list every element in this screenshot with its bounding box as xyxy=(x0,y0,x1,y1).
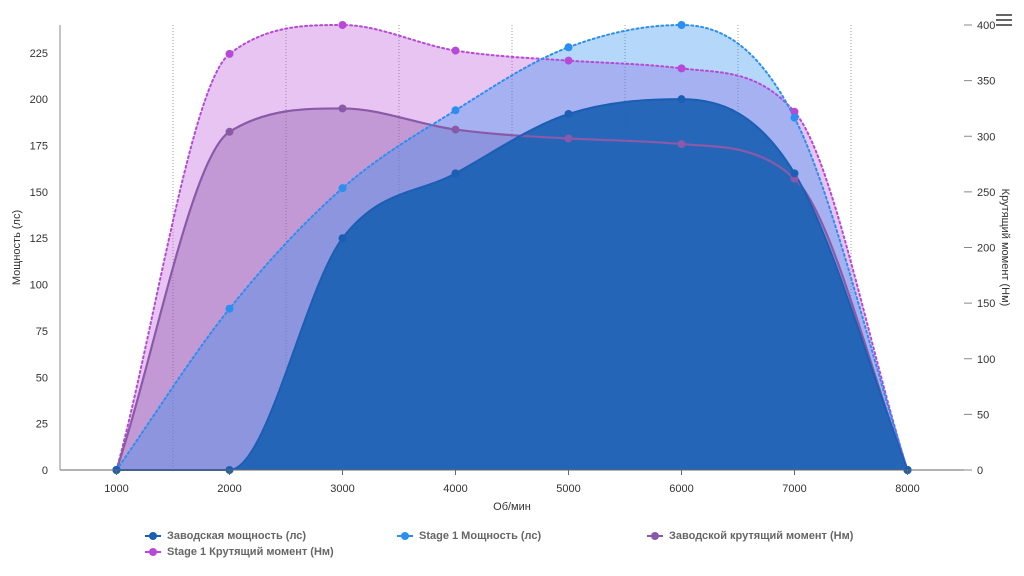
y-right-tick-label: 200 xyxy=(977,243,995,255)
data-point[interactable] xyxy=(338,184,347,193)
data-point[interactable] xyxy=(790,113,799,122)
x-tick-label: 2000 xyxy=(217,483,241,495)
series-area xyxy=(116,99,908,471)
y-right-tick-label: 0 xyxy=(977,465,983,477)
x-tick-label: 6000 xyxy=(669,483,693,495)
data-point[interactable] xyxy=(677,21,686,29)
x-tick-label: 8000 xyxy=(895,483,919,495)
legend-marker-icon xyxy=(145,531,161,541)
legend-item-stock-torque[interactable]: Заводской крутящий момент (Нм) xyxy=(647,530,853,542)
legend-marker-icon xyxy=(397,531,413,541)
x-tick-label: 7000 xyxy=(782,483,806,495)
data-point[interactable] xyxy=(564,43,573,52)
y-left-tick-label: 225 xyxy=(30,48,48,60)
data-point[interactable] xyxy=(677,95,686,104)
data-point[interactable] xyxy=(225,304,234,313)
data-point[interactable] xyxy=(451,125,460,134)
y-left-tick-label: 25 xyxy=(36,419,48,431)
data-point[interactable] xyxy=(451,106,460,115)
y-right-tick-labels: 0 50 100 150 200 250 300 350 400 xyxy=(964,20,995,477)
legend-label: Заводской крутящий момент (Нм) xyxy=(669,530,854,542)
legend-marker-icon xyxy=(647,531,663,541)
y-right-tick-label: 100 xyxy=(977,354,995,366)
x-tick-label: 1000 xyxy=(104,483,128,495)
series-line[interactable] xyxy=(115,23,909,471)
y-right-tick-label: 350 xyxy=(977,76,995,88)
y-right-tick-label: 400 xyxy=(977,20,995,32)
series-line[interactable] xyxy=(115,23,909,471)
data-point[interactable] xyxy=(564,134,573,143)
legend-item-stock-power[interactable]: Заводская мощность (лс) xyxy=(145,530,306,542)
y-right-tick-label: 50 xyxy=(977,409,989,421)
y-left-tick-label: 150 xyxy=(30,187,48,199)
x-axis-title: Об/мин xyxy=(493,501,531,513)
x-tick-labels: 1000 2000 3000 4000 5000 6000 7000 8000 xyxy=(104,470,920,495)
y-left-tick-label: 50 xyxy=(36,372,48,384)
x-tick-label: 4000 xyxy=(443,483,467,495)
legend-item-stage1-power[interactable]: Stage 1 Мощность (лс) xyxy=(397,530,541,542)
data-point[interactable] xyxy=(338,234,347,243)
legend-label: Stage 1 Мощность (лс) xyxy=(419,530,542,542)
y-left-tick-label: 100 xyxy=(30,280,48,292)
y-left-tick-label: 175 xyxy=(30,141,48,153)
data-point[interactable] xyxy=(451,46,460,55)
legend-label: Заводская мощность (лс) xyxy=(167,530,307,542)
data-point[interactable] xyxy=(790,107,799,116)
series-areas xyxy=(116,25,908,471)
data-point[interactable] xyxy=(338,104,347,113)
axes xyxy=(59,25,964,471)
legend-item-stage1-torque[interactable]: Stage 1 Крутящий момент (Нм) xyxy=(145,546,334,558)
y-right-tick-label: 250 xyxy=(977,187,995,199)
series-line[interactable] xyxy=(115,98,909,471)
y-left-tick-label: 200 xyxy=(30,94,48,106)
data-point[interactable] xyxy=(564,110,573,118)
data-point[interactable] xyxy=(338,21,347,29)
y-left-tick-label: 125 xyxy=(30,233,48,245)
data-point[interactable] xyxy=(790,169,799,178)
data-point[interactable] xyxy=(225,127,234,136)
legend-marker-icon xyxy=(145,547,161,557)
x-tick-label: 5000 xyxy=(556,483,580,495)
y-right-tick-label: 300 xyxy=(977,131,995,143)
legend-label: Stage 1 Крутящий момент (Нм) xyxy=(167,546,334,558)
data-point[interactable] xyxy=(677,140,686,149)
y-left-tick-labels: 0 25 50 75 100 125 150 175 200 225 xyxy=(30,48,48,477)
y-left-tick-label: 0 xyxy=(42,465,48,477)
data-point[interactable] xyxy=(564,56,573,65)
data-point[interactable] xyxy=(677,64,686,73)
data-point[interactable] xyxy=(225,49,234,58)
series-lines xyxy=(115,23,909,472)
x-tick-label: 3000 xyxy=(330,483,354,495)
y-right-axis-title: Крутящий момент (Нм) xyxy=(999,189,1011,307)
y-right-tick-label: 150 xyxy=(977,298,995,310)
y-left-tick-label: 75 xyxy=(36,326,48,338)
hamburger-menu-icon[interactable] xyxy=(996,14,1012,28)
data-point[interactable] xyxy=(451,169,460,178)
y-left-axis-title: Мощность (лс) xyxy=(11,210,23,285)
